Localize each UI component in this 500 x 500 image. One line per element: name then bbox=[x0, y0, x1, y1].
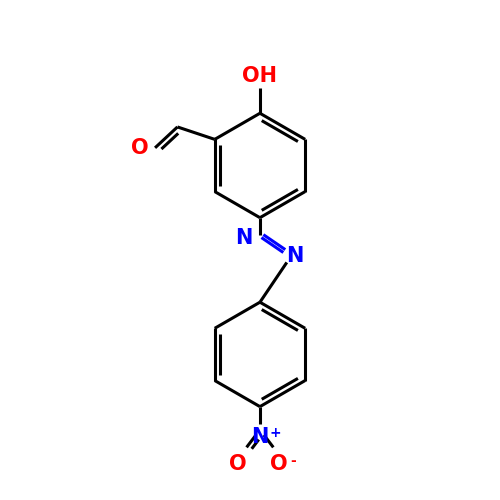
Text: N: N bbox=[286, 246, 303, 266]
Text: O: O bbox=[270, 454, 288, 474]
Text: +: + bbox=[270, 426, 281, 440]
Text: -: - bbox=[290, 454, 296, 468]
Text: O: O bbox=[132, 138, 149, 158]
Text: N: N bbox=[235, 228, 252, 248]
Text: OH: OH bbox=[242, 66, 278, 86]
Text: O: O bbox=[230, 454, 247, 474]
Text: N: N bbox=[252, 426, 268, 446]
